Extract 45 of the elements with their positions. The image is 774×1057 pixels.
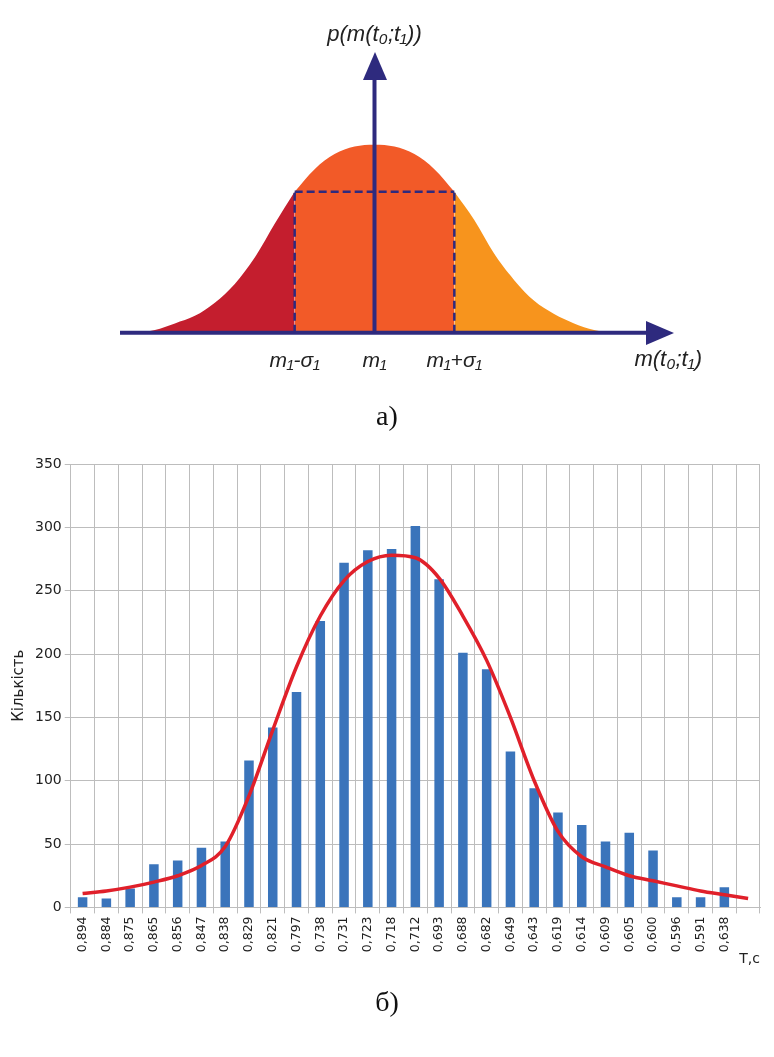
x-tick-label: 0,821 [264,916,279,953]
x-tick-label: m₁+σ₁ [426,348,483,372]
x-tick-label: 0,682 [477,916,493,953]
x-tick-label: 0,600 [644,916,660,953]
x-axis-title: m(t₀;t₁) [634,345,702,371]
x-tick-label: m₁ [362,348,387,372]
x-tick-label: 0,693 [430,916,446,953]
x-tick-label: 0,619 [549,916,565,953]
y-tick-label: 200 [34,644,62,661]
x-tick-label: 0,731 [335,916,351,953]
x-tick-label: 0,718 [382,916,398,953]
x-tick-label: 0,688 [454,916,470,953]
x-tick-label: 0,865 [145,916,161,953]
x-tick-label: 0,875 [121,916,137,953]
y-axis-title: Кількість [8,649,27,722]
text: a) [375,399,399,433]
x-tick-label: 0,614 [572,916,588,953]
x-tick-label: 0,596 [668,916,684,953]
x-tick-label: 0,712 [406,916,422,953]
x-tick-label: 0,856 [168,916,184,953]
y-tick-label: 0 [52,898,62,915]
x-tick-label: 0,738 [311,916,327,953]
x-tick-label: 0,605 [620,916,636,953]
x-tick-label: 0,591 [691,916,707,953]
x-tick-label: 0,723 [359,916,375,953]
x-tick-label: 0,609 [596,916,612,953]
x-axis-title: T,c [738,950,760,967]
y-tick-label: 100 [34,771,62,788]
x-tick-label: 0,638 [715,916,731,953]
y-tick-label: 150 [34,708,62,725]
x-tick-label: 0,797 [287,916,303,953]
x-tick-label: 0,894 [73,916,89,953]
y-axis-title: p(m(t₀;t₁)) [326,21,422,47]
x-tick-label: 0,649 [501,916,517,953]
x-tick-label: m₁-σ₁ [269,348,321,372]
x-tick-label: 0,838 [216,916,232,953]
x-tick-label: 0,643 [525,916,541,953]
x-tick-label: 0,829 [240,916,256,953]
text: б) [374,985,400,1018]
y-tick-label: 250 [34,581,62,598]
y-tick-label: 50 [43,834,62,851]
x-tick-label: 0,884 [97,916,113,953]
y-tick-label: 300 [34,517,62,534]
x-tick-label: 0,847 [192,916,208,953]
y-tick-label: 350 [34,454,62,471]
